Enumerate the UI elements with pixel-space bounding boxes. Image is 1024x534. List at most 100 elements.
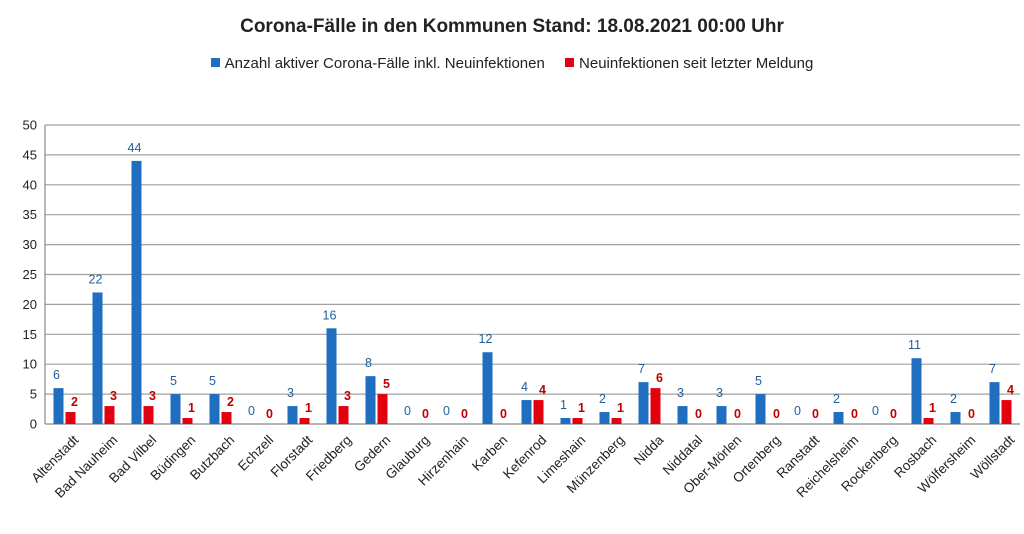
data-label-active: 44	[128, 141, 142, 155]
legend-label-active: Anzahl aktiver Corona-Fälle inkl. Neuinf…	[224, 55, 545, 72]
chart-title: Corona-Fälle in den Kommunen Stand: 18.0…	[240, 16, 784, 37]
data-label-active: 7	[989, 362, 996, 376]
bar-new	[572, 418, 583, 424]
bar-active	[677, 406, 688, 424]
bar-new	[104, 406, 115, 424]
data-label-new: 0	[461, 407, 468, 421]
bar-active	[287, 406, 298, 424]
data-label-new: 2	[227, 395, 234, 409]
data-label-new: 1	[617, 401, 624, 415]
bar-new	[923, 418, 934, 424]
y-tick-label: 0	[30, 417, 37, 432]
data-label-new: 0	[812, 407, 819, 421]
bar-active	[209, 394, 220, 424]
legend-swatch-new	[565, 58, 575, 67]
data-label-active: 0	[872, 404, 879, 418]
data-label-new: 0	[773, 407, 780, 421]
bar-new	[65, 412, 76, 424]
y-tick-label: 35	[23, 207, 37, 222]
bar-active	[638, 382, 649, 424]
data-label-active: 0	[404, 404, 411, 418]
y-tick-label: 5	[30, 387, 37, 402]
data-label-active: 2	[599, 392, 606, 406]
data-label-new: 0	[890, 407, 897, 421]
bar-active	[131, 160, 142, 424]
data-label-new: 1	[929, 401, 936, 415]
bar-new	[377, 394, 388, 424]
bar-active	[170, 394, 181, 424]
bar-new	[1001, 400, 1012, 424]
y-tick-label: 30	[23, 237, 37, 252]
data-label-active: 22	[89, 272, 103, 286]
bar-new	[338, 406, 349, 424]
data-label-new: 3	[344, 389, 351, 403]
data-label-new: 0	[695, 407, 702, 421]
data-label-new: 0	[851, 407, 858, 421]
bar-active	[950, 412, 961, 424]
bar-new	[533, 400, 544, 424]
bar-new	[221, 412, 232, 424]
y-tick-label: 20	[23, 297, 37, 312]
legend-item-active: Anzahl aktiver Corona-Fälle inkl. Neuinf…	[210, 55, 545, 72]
data-label-active: 5	[170, 374, 177, 388]
bar-new	[299, 418, 310, 424]
data-label-active: 16	[323, 308, 337, 322]
data-label-new: 3	[110, 389, 117, 403]
legend-swatch-active	[210, 58, 220, 67]
bar-active	[833, 412, 844, 424]
data-label-active: 1	[560, 398, 567, 412]
data-label-new: 0	[266, 407, 273, 421]
bar-active	[92, 292, 103, 424]
data-label-new: 1	[305, 401, 312, 415]
bar-new	[182, 418, 193, 424]
data-label-active: 0	[794, 404, 801, 418]
data-label-active: 6	[53, 368, 60, 382]
y-tick-label: 45	[23, 147, 37, 162]
data-label-active: 5	[755, 374, 762, 388]
data-label-active: 3	[716, 386, 723, 400]
data-label-new: 1	[188, 401, 195, 415]
data-label-active: 0	[443, 404, 450, 418]
x-tick-label: Nidda	[631, 432, 667, 468]
y-tick-label: 25	[23, 267, 37, 282]
legend: Anzahl aktiver Corona-Fälle inkl. Neuinf…	[0, 55, 1024, 72]
data-label-new: 5	[383, 377, 390, 391]
data-label-new: 4	[1007, 383, 1014, 397]
data-label-active: 0	[248, 404, 255, 418]
data-label-new: 6	[656, 371, 663, 385]
data-label-active: 7	[638, 362, 645, 376]
data-label-new: 2	[71, 395, 78, 409]
data-label-new: 4	[539, 383, 546, 397]
bar-active	[560, 418, 571, 424]
data-label-new: 3	[149, 389, 156, 403]
data-label-new: 1	[578, 401, 585, 415]
bar-active	[755, 394, 766, 424]
y-tick-label: 10	[23, 357, 37, 372]
bar-new	[650, 388, 661, 424]
data-label-active: 3	[287, 386, 294, 400]
bar-new	[611, 418, 622, 424]
y-tick-label: 50	[23, 118, 37, 133]
data-label-active: 8	[365, 356, 372, 370]
data-label-active: 2	[833, 392, 840, 406]
data-label-active: 12	[479, 332, 493, 346]
bar-active	[521, 400, 532, 424]
data-label-active: 5	[209, 374, 216, 388]
bar-active	[482, 352, 493, 424]
bar-active	[53, 388, 64, 424]
data-label-active: 11	[908, 338, 921, 352]
bar-active	[716, 406, 727, 424]
data-label-new: 0	[734, 407, 741, 421]
legend-item-new: Neuinfektionen seit letzter Meldung	[565, 55, 813, 72]
bar-active	[599, 412, 610, 424]
bar-active	[365, 376, 376, 424]
bar-active	[911, 358, 922, 424]
data-label-new: 0	[968, 407, 975, 421]
data-label-active: 3	[677, 386, 684, 400]
data-label-new: 0	[422, 407, 429, 421]
bar-active	[326, 328, 337, 424]
data-label-new: 0	[500, 407, 507, 421]
data-label-active: 2	[950, 392, 957, 406]
bar-new	[143, 406, 154, 424]
